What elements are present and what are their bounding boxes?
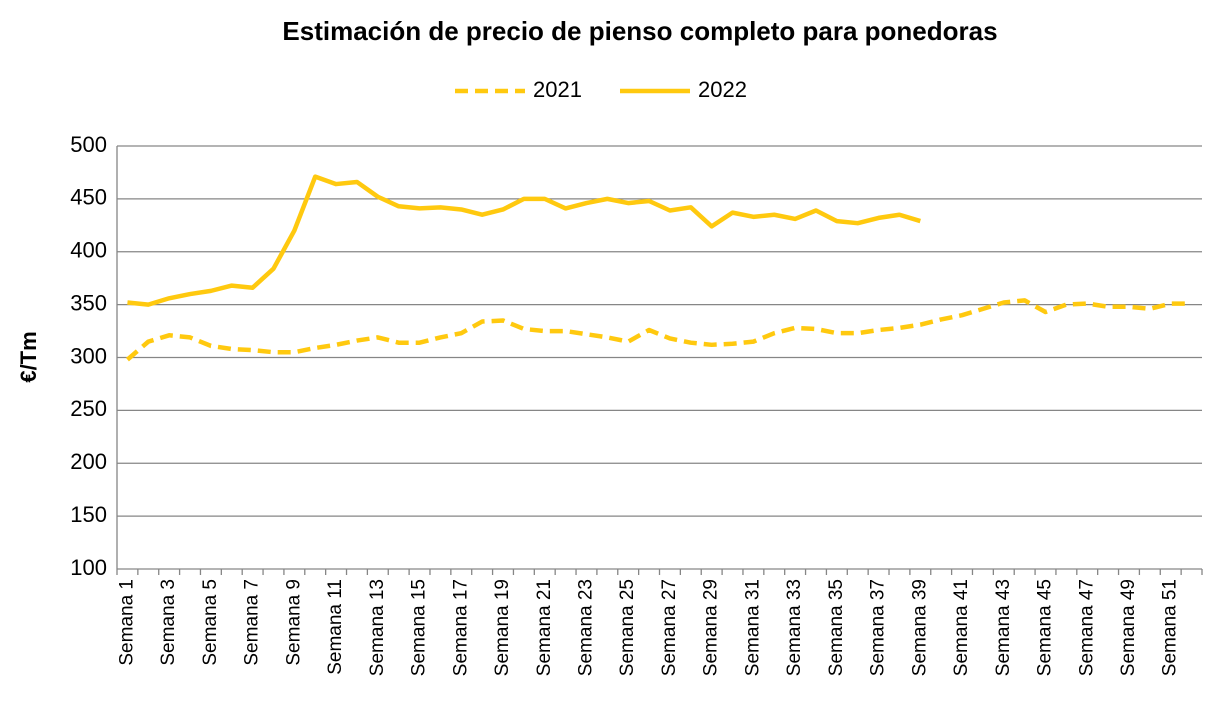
y-tick-label: 150: [70, 502, 107, 527]
x-tick-label: Semana 23: [575, 579, 596, 676]
line-series: [125, 298, 1192, 362]
x-tick-label: Semana 27: [659, 579, 680, 676]
line-series: [127, 174, 921, 307]
x-tick-label: Semana 39: [909, 579, 930, 676]
y-tick-label: 350: [70, 290, 107, 315]
x-tick-label: Semana 19: [492, 579, 513, 676]
x-tick-label: Semana 9: [283, 579, 304, 666]
x-tick-label: Semana 7: [242, 579, 263, 666]
x-tick-label: Semana 15: [409, 579, 430, 676]
x-tick-label: Semana 1: [116, 579, 137, 666]
x-tick-label: Semana 47: [1076, 579, 1097, 676]
x-tick-label: Semana 35: [826, 579, 847, 676]
chart-title: Estimación de precio de pienso completo …: [282, 16, 997, 46]
x-tick-label: Semana 25: [617, 579, 638, 676]
x-tick-label: Semana 43: [993, 579, 1014, 676]
x-tick-label: Semana 41: [951, 579, 972, 676]
x-tick-label: Semana 51: [1160, 579, 1181, 676]
x-tick-label: Semana 45: [1035, 579, 1056, 676]
x-tick-label: Semana 3: [158, 579, 179, 666]
x-tick-label: Semana 33: [784, 579, 805, 676]
x-tick-label: Semana 49: [1118, 579, 1139, 676]
y-tick-label: 250: [70, 396, 107, 421]
x-tick-label: Semana 11: [325, 579, 346, 675]
x-tick-label: Semana 21: [534, 579, 555, 676]
legend-label: 2022: [698, 77, 747, 102]
y-tick-label: 100: [70, 555, 107, 580]
x-tick-label: Semana 37: [868, 579, 889, 676]
y-tick-label: 300: [70, 343, 107, 368]
x-tick-label: Semana 13: [367, 579, 388, 676]
x-tick-label: Semana 17: [450, 579, 471, 676]
y-tick-label: 200: [70, 449, 107, 474]
y-tick-label: 500: [70, 132, 107, 157]
y-tick-label: 400: [70, 238, 107, 263]
x-tick-label: Semana 31: [742, 579, 763, 676]
y-tick-label: 450: [70, 185, 107, 210]
legend-label: 2021: [533, 77, 582, 102]
x-tick-label: Semana 5: [200, 579, 221, 666]
y-axis-label: €/Tm: [16, 331, 41, 382]
x-tick-label: Semana 29: [701, 579, 722, 676]
